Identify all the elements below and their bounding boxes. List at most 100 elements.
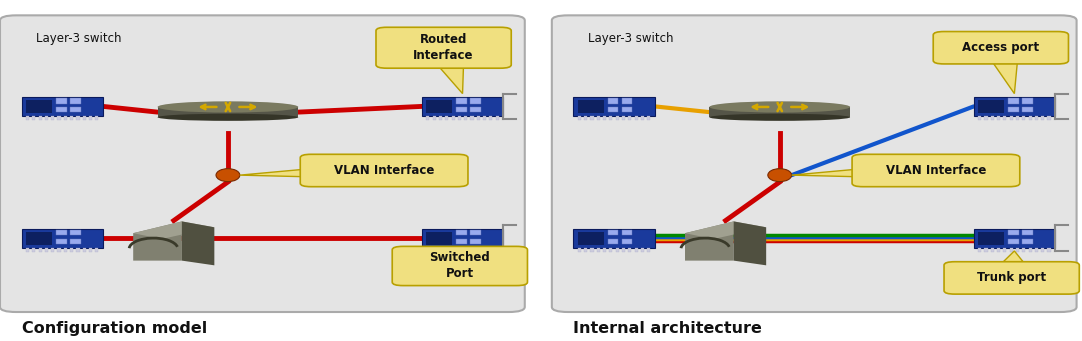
FancyBboxPatch shape	[70, 248, 74, 252]
Polygon shape	[182, 221, 214, 265]
FancyBboxPatch shape	[621, 239, 632, 244]
FancyBboxPatch shape	[991, 116, 994, 120]
Ellipse shape	[710, 114, 850, 121]
FancyBboxPatch shape	[1021, 239, 1032, 244]
FancyBboxPatch shape	[457, 239, 467, 244]
FancyBboxPatch shape	[471, 239, 481, 244]
FancyBboxPatch shape	[451, 116, 454, 120]
FancyBboxPatch shape	[477, 248, 480, 252]
FancyBboxPatch shape	[985, 116, 988, 120]
FancyBboxPatch shape	[621, 107, 632, 112]
FancyBboxPatch shape	[95, 116, 98, 120]
Ellipse shape	[216, 169, 240, 182]
FancyBboxPatch shape	[622, 116, 625, 120]
Polygon shape	[685, 221, 734, 261]
Text: Trunk port: Trunk port	[977, 271, 1046, 284]
Polygon shape	[450, 250, 476, 251]
FancyBboxPatch shape	[608, 107, 619, 112]
Polygon shape	[133, 221, 214, 239]
FancyBboxPatch shape	[629, 248, 632, 252]
FancyBboxPatch shape	[616, 248, 619, 252]
FancyBboxPatch shape	[77, 116, 80, 120]
FancyBboxPatch shape	[32, 248, 36, 252]
FancyBboxPatch shape	[57, 248, 61, 252]
FancyBboxPatch shape	[978, 248, 981, 252]
FancyBboxPatch shape	[584, 116, 588, 120]
Polygon shape	[792, 169, 865, 177]
FancyBboxPatch shape	[629, 116, 632, 120]
FancyBboxPatch shape	[603, 116, 606, 120]
Polygon shape	[240, 169, 313, 177]
FancyBboxPatch shape	[1003, 248, 1006, 252]
FancyBboxPatch shape	[933, 32, 1069, 64]
FancyBboxPatch shape	[1047, 248, 1051, 252]
FancyBboxPatch shape	[552, 15, 1077, 312]
FancyBboxPatch shape	[426, 116, 430, 120]
FancyBboxPatch shape	[603, 248, 606, 252]
Text: VLAN Interface: VLAN Interface	[334, 164, 434, 177]
FancyBboxPatch shape	[578, 100, 604, 113]
FancyBboxPatch shape	[451, 248, 454, 252]
FancyBboxPatch shape	[647, 116, 650, 120]
FancyBboxPatch shape	[596, 116, 599, 120]
FancyBboxPatch shape	[56, 230, 66, 235]
FancyBboxPatch shape	[433, 248, 436, 252]
FancyBboxPatch shape	[1034, 248, 1038, 252]
FancyBboxPatch shape	[496, 116, 499, 120]
FancyBboxPatch shape	[457, 230, 467, 235]
Polygon shape	[438, 64, 463, 94]
Polygon shape	[685, 221, 766, 239]
Ellipse shape	[158, 114, 299, 121]
FancyBboxPatch shape	[26, 232, 52, 245]
Polygon shape	[133, 221, 182, 261]
FancyBboxPatch shape	[39, 116, 42, 120]
FancyBboxPatch shape	[1041, 116, 1044, 120]
FancyBboxPatch shape	[489, 116, 492, 120]
FancyBboxPatch shape	[853, 154, 1019, 187]
FancyBboxPatch shape	[69, 239, 80, 244]
FancyBboxPatch shape	[573, 97, 655, 116]
FancyBboxPatch shape	[426, 248, 430, 252]
Text: Configuration model: Configuration model	[22, 321, 207, 336]
FancyBboxPatch shape	[634, 248, 637, 252]
FancyBboxPatch shape	[64, 116, 67, 120]
FancyBboxPatch shape	[464, 116, 467, 120]
FancyBboxPatch shape	[51, 116, 54, 120]
FancyBboxPatch shape	[471, 98, 481, 104]
Polygon shape	[1000, 251, 1026, 265]
Polygon shape	[710, 107, 850, 117]
FancyBboxPatch shape	[82, 248, 85, 252]
Ellipse shape	[158, 101, 299, 113]
Text: VLAN Interface: VLAN Interface	[886, 164, 986, 177]
FancyBboxPatch shape	[1010, 116, 1013, 120]
FancyBboxPatch shape	[1029, 248, 1032, 252]
FancyBboxPatch shape	[422, 97, 503, 116]
FancyBboxPatch shape	[621, 230, 632, 235]
FancyBboxPatch shape	[477, 116, 480, 120]
FancyBboxPatch shape	[445, 116, 448, 120]
FancyBboxPatch shape	[1022, 248, 1026, 252]
FancyBboxPatch shape	[1008, 239, 1019, 244]
FancyBboxPatch shape	[483, 248, 486, 252]
FancyBboxPatch shape	[591, 248, 594, 252]
FancyBboxPatch shape	[1041, 248, 1044, 252]
Polygon shape	[158, 107, 299, 117]
FancyBboxPatch shape	[64, 248, 67, 252]
FancyBboxPatch shape	[300, 154, 467, 187]
FancyBboxPatch shape	[1016, 248, 1019, 252]
FancyBboxPatch shape	[458, 248, 461, 252]
FancyBboxPatch shape	[978, 116, 981, 120]
FancyBboxPatch shape	[578, 232, 604, 245]
FancyBboxPatch shape	[641, 248, 644, 252]
FancyBboxPatch shape	[496, 248, 499, 252]
Text: Routed
Interface: Routed Interface	[413, 33, 474, 62]
FancyBboxPatch shape	[445, 248, 448, 252]
FancyBboxPatch shape	[39, 248, 42, 252]
FancyBboxPatch shape	[77, 248, 80, 252]
FancyBboxPatch shape	[578, 248, 581, 252]
FancyBboxPatch shape	[985, 248, 988, 252]
Polygon shape	[734, 221, 766, 265]
FancyBboxPatch shape	[56, 107, 66, 112]
FancyBboxPatch shape	[1047, 116, 1051, 120]
FancyBboxPatch shape	[944, 262, 1080, 294]
